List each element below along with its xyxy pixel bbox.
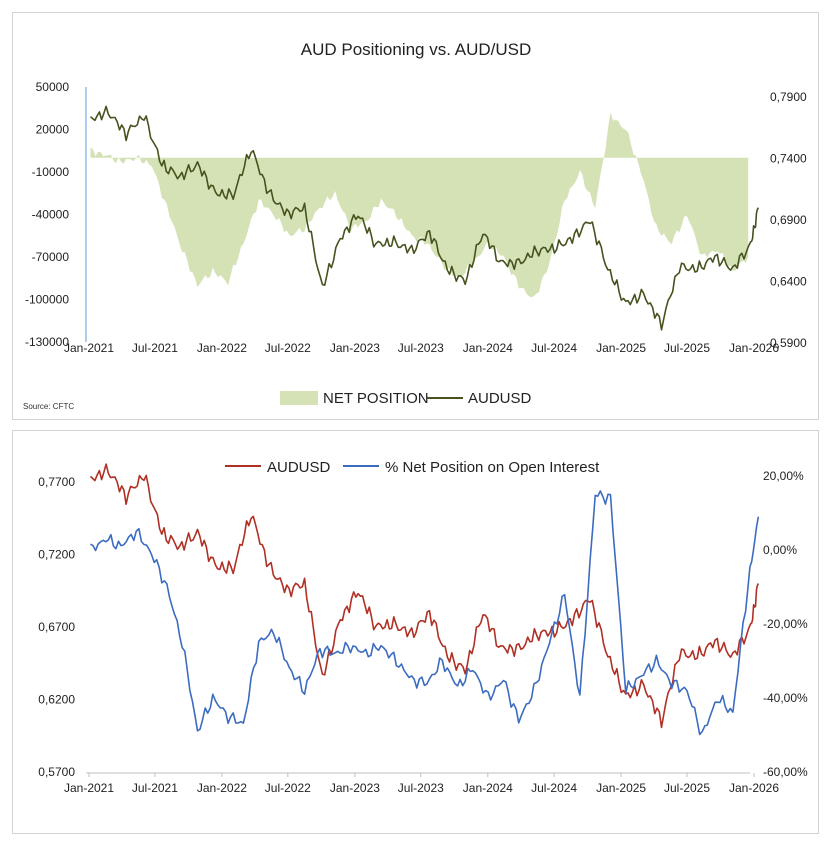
- series-line-net-position-oi: [90, 490, 760, 736]
- y-right-tick-0-7900: 0,7900: [770, 90, 807, 104]
- x-tick-jan-2024: Jan-2024: [463, 781, 513, 795]
- x-tick-jul-2025: Jul-2025: [664, 781, 710, 795]
- x-tick-jul-2024: Jul-2024: [531, 341, 577, 355]
- legend-label-audusd: AUDUSD: [468, 390, 532, 407]
- x-tick-jul-2023: Jul-2023: [398, 781, 444, 795]
- x-tick-jan-2021: Jan-2021: [64, 781, 114, 795]
- x-tick-jan-2025: Jan-2025: [596, 781, 646, 795]
- series-line-audusd: [89, 463, 760, 729]
- y-right-tick-0-00: 0,00%: [763, 543, 797, 557]
- x-tick-jan-2021: Jan-2021: [64, 341, 114, 355]
- legend-label-net-position-oi: % Net Position on Open Interest: [385, 459, 600, 476]
- y-right-tick-60-00: -60,00%: [763, 765, 808, 779]
- y-right-tick-40-00: -40,00%: [763, 691, 808, 705]
- y-left-tick-100000: -100000: [25, 293, 69, 307]
- y-left-tick-20000: 20000: [36, 123, 70, 137]
- y-right-tick-20-00: 20,00%: [763, 469, 804, 483]
- open-interest-chart: AUDUSD % Net Position on Open Interest 0…: [38, 459, 808, 795]
- x-tick-jul-2021: Jul-2021: [132, 781, 178, 795]
- x-tick-jul-2023: Jul-2023: [398, 341, 444, 355]
- y-left-tick-0-6700: 0,6700: [38, 620, 75, 634]
- y-left-tick-0-7200: 0,7200: [38, 548, 75, 562]
- y-left-tick-70000: -70000: [32, 250, 70, 264]
- x-tick-jan-2022: Jan-2022: [197, 781, 247, 795]
- positioning-chart-panel: AUD Positioning vs. AUD/USD 50000 20000 -1…: [12, 12, 819, 420]
- x-tick-jan-2026: Jan-2026: [729, 341, 779, 355]
- x-tick-jul-2022: Jul-2022: [265, 781, 311, 795]
- y-left-tick-50000: 50000: [36, 80, 70, 94]
- legend-swatch-net-position: [280, 391, 318, 405]
- y-right-tick-20-00: -20,00%: [763, 617, 808, 631]
- legend-label-audusd: AUDUSD: [267, 459, 331, 476]
- y-left-tick-130000: -130000: [25, 335, 69, 349]
- x-tick-jul-2024: Jul-2024: [531, 781, 577, 795]
- x-tick-jul-2021: Jul-2021: [132, 341, 178, 355]
- x-tick-jan-2023: Jan-2023: [330, 341, 380, 355]
- chart-title: AUD Positioning vs. AUD/USD: [301, 40, 532, 59]
- series-area-net-position: [90, 112, 749, 298]
- chart-legend: NET POSITION AUDUSD: [280, 390, 532, 407]
- x-tick-jan-2023: Jan-2023: [330, 781, 380, 795]
- positioning-chart: AUD Positioning vs. AUD/USD 50000 20000 -1…: [23, 40, 807, 411]
- x-tick-jan-2024: Jan-2024: [463, 341, 513, 355]
- y-left-tick-40000: -40000: [32, 208, 70, 222]
- x-tick-jan-2025: Jan-2025: [596, 341, 646, 355]
- x-tick-jan-2026: Jan-2026: [729, 781, 779, 795]
- legend-label-net-position: NET POSITION: [323, 390, 429, 407]
- x-tick-jul-2022: Jul-2022: [265, 341, 311, 355]
- x-tick-jan-2022: Jan-2022: [197, 341, 247, 355]
- y-right-tick-0-6400: 0,6400: [770, 275, 807, 289]
- open-interest-chart-panel: AUDUSD % Net Position on Open Interest 0…: [12, 430, 819, 834]
- y-left-tick-0-7700: 0,7700: [38, 475, 75, 489]
- series-line-audusd: [89, 105, 760, 331]
- y-left-tick-0-5700: 0,5700: [38, 765, 75, 779]
- y-left-tick-10000: -10000: [32, 165, 70, 179]
- chart-legend: AUDUSD % Net Position on Open Interest: [225, 459, 600, 476]
- y-left-tick-0-6200: 0,6200: [38, 693, 75, 707]
- y-right-tick-0-7400: 0,7400: [770, 152, 807, 166]
- y-right-tick-0-5900: 0,5900: [770, 336, 807, 350]
- x-tick-jul-2025: Jul-2025: [664, 341, 710, 355]
- source-note: Source: CFTC: [23, 402, 74, 411]
- y-right-tick-0-6900: 0,6900: [770, 213, 807, 227]
